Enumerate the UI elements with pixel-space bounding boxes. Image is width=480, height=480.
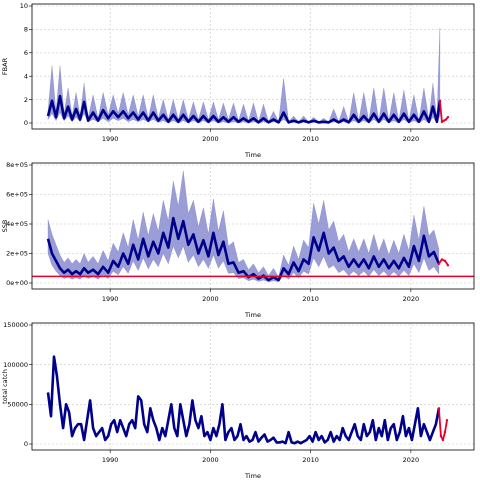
series-ssb-projection [438, 258, 449, 266]
xtick-label: 1990 [102, 295, 119, 303]
point-fbar-projection [442, 119, 446, 122]
panel-ssb: 1990 2000 2010 2020 0e+00 2e+05 4e+05 6e+05 8e+0… [1, 161, 475, 319]
point-catch-projection [441, 438, 445, 442]
xtick-label: 2020 [403, 295, 420, 303]
point-catch-projection [437, 407, 441, 410]
xtick-label: 2010 [302, 295, 319, 303]
ytick-label: 0 [24, 119, 28, 127]
ytick-label: 8 [24, 26, 28, 34]
point-catch-projection [443, 430, 447, 434]
series-catch-median [46, 355, 441, 445]
point-ssb-projection [446, 264, 450, 267]
band-ssb [47, 170, 440, 282]
xlabel-fbar: Time [244, 151, 261, 159]
panel-catch: 1990 2000 2010 2020 0 50000 100000 150000 Time to… [1, 321, 475, 480]
xtick-label: 2000 [202, 135, 219, 143]
ylabel-ssb: SSB [1, 220, 9, 233]
frame-catch [31, 322, 475, 451]
xtick-label: 2020 [403, 135, 420, 143]
xtick-label: 2000 [202, 295, 219, 303]
series-fbar-median [46, 94, 442, 124]
ytick-label: 2 [24, 96, 28, 104]
ytick-label: 0 [24, 440, 28, 448]
ytick-label: 6 [24, 49, 28, 57]
ytick-label: 4e+05 [6, 220, 28, 228]
ylabel-catch: total catch [1, 369, 9, 404]
ytick-label: 8e+05 [6, 161, 28, 169]
point-fbar-projection [438, 99, 442, 102]
point-ssb-projection [437, 262, 441, 266]
point-catch-projection [445, 419, 449, 422]
ytick-label: 2e+05 [6, 250, 28, 258]
frame-fbar [31, 3, 475, 130]
point-fbar-projection [440, 120, 444, 124]
ytick-label: 10 [20, 2, 28, 10]
point-fbar-projection [444, 118, 448, 121]
ylabel-fbar: FBAR [1, 57, 9, 75]
ytick-label: 150000 [3, 321, 28, 329]
ytick-label: 0e+00 [6, 279, 28, 287]
point-ssb-projection [440, 258, 444, 261]
xtick-label: 1990 [102, 456, 119, 464]
xtick-label: 1990 [102, 135, 119, 143]
ytick-label: 100000 [3, 361, 28, 369]
ytick-label: 6e+05 [6, 191, 28, 199]
xtick-label: 2010 [302, 456, 319, 464]
series-ssb-median [46, 216, 441, 282]
point-ssb-projection [443, 259, 447, 263]
panel-fbar: 1990 2000 2010 2020 0 2 4 6 8 10 Time FBAR [1, 2, 475, 159]
ytick-label: 50000 [7, 401, 28, 409]
ytick-label: 4 [24, 72, 28, 80]
xtick-label: 2000 [202, 456, 219, 464]
band-fbar [47, 28, 441, 124]
point-catch-projection [439, 434, 443, 438]
frame-ssb [31, 162, 475, 290]
point-fbar-projection [446, 115, 450, 119]
xlabel-ssb: Time [244, 311, 261, 319]
xlabel-catch: Time [244, 472, 261, 480]
xtick-label: 2020 [403, 456, 420, 464]
xtick-label: 2010 [302, 135, 319, 143]
